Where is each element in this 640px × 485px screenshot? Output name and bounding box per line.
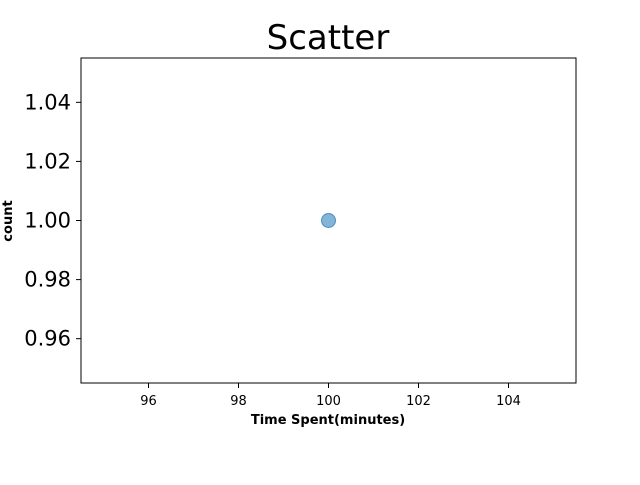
x-tick-label: 100 bbox=[316, 394, 341, 409]
x-tick-label: 104 bbox=[496, 394, 521, 409]
y-axis-ticks: 0.96 0.98 1.00 1.02 1.04 bbox=[24, 90, 81, 351]
y-tick-label: 1.04 bbox=[24, 90, 71, 114]
x-axis-label: Time Spent(minutes) bbox=[251, 413, 405, 428]
x-tick-label: 102 bbox=[406, 394, 431, 409]
scatter-points bbox=[321, 213, 336, 228]
chart-title: Scatter bbox=[267, 18, 390, 58]
x-tick-label: 96 bbox=[140, 394, 157, 409]
x-axis-ticks: 96 98 100 102 104 bbox=[140, 383, 521, 409]
scatter-point bbox=[321, 213, 336, 228]
y-tick-label: 0.98 bbox=[24, 268, 71, 292]
x-tick-label: 98 bbox=[230, 394, 247, 409]
y-tick-label: 0.96 bbox=[24, 327, 71, 351]
y-tick-label: 1.02 bbox=[24, 149, 71, 173]
y-axis-label: count bbox=[1, 200, 16, 241]
y-tick-label: 1.00 bbox=[24, 209, 71, 233]
